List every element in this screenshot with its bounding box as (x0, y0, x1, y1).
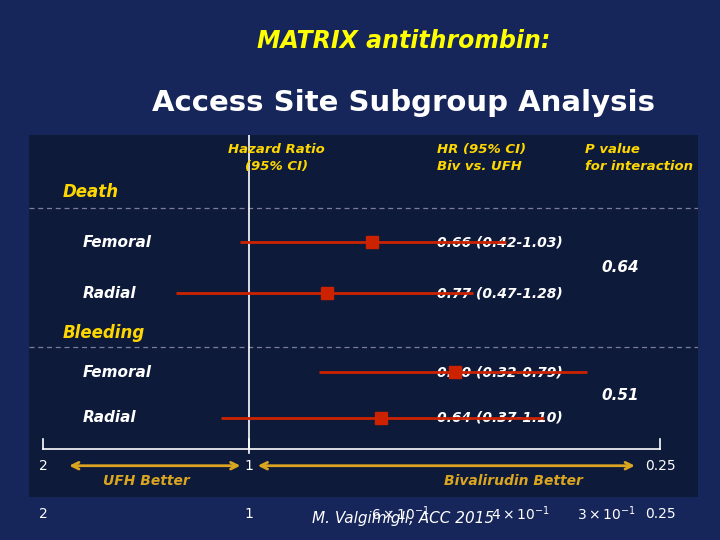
Text: Access Site Subgroup Analysis: Access Site Subgroup Analysis (152, 90, 654, 118)
Text: HR (95% CI)
Biv vs. UFH: HR (95% CI) Biv vs. UFH (437, 143, 526, 173)
Text: 0.77 (0.47-1.28): 0.77 (0.47-1.28) (437, 286, 563, 300)
Text: 2: 2 (39, 459, 48, 473)
Text: 0.66 (0.42-1.03): 0.66 (0.42-1.03) (437, 235, 563, 249)
Text: 0.64 (0.37-1.10): 0.64 (0.37-1.10) (437, 410, 563, 424)
Text: MATRIX antithrombin:: MATRIX antithrombin: (256, 29, 550, 52)
Text: Radial: Radial (82, 410, 136, 425)
Text: P value
for interaction: P value for interaction (585, 143, 693, 173)
Text: Death: Death (63, 183, 118, 200)
Text: Hazard Ratio
(95% CI): Hazard Ratio (95% CI) (228, 143, 325, 173)
Text: UFH Better: UFH Better (103, 474, 189, 488)
Text: 1: 1 (245, 459, 253, 473)
Text: M. Valgimigli, ACC 2015: M. Valgimigli, ACC 2015 (312, 511, 495, 526)
Text: Radial: Radial (82, 286, 136, 301)
Text: 0.64: 0.64 (601, 260, 639, 275)
Text: 0.50 (0.32-0.79): 0.50 (0.32-0.79) (437, 366, 563, 380)
Text: 0.51: 0.51 (601, 388, 639, 402)
Text: Bleeding: Bleeding (63, 324, 145, 342)
Text: 0.25: 0.25 (645, 459, 676, 473)
Text: Femoral: Femoral (82, 365, 151, 380)
Text: Bivalirudin Better: Bivalirudin Better (444, 474, 582, 488)
Text: Femoral: Femoral (82, 235, 151, 250)
